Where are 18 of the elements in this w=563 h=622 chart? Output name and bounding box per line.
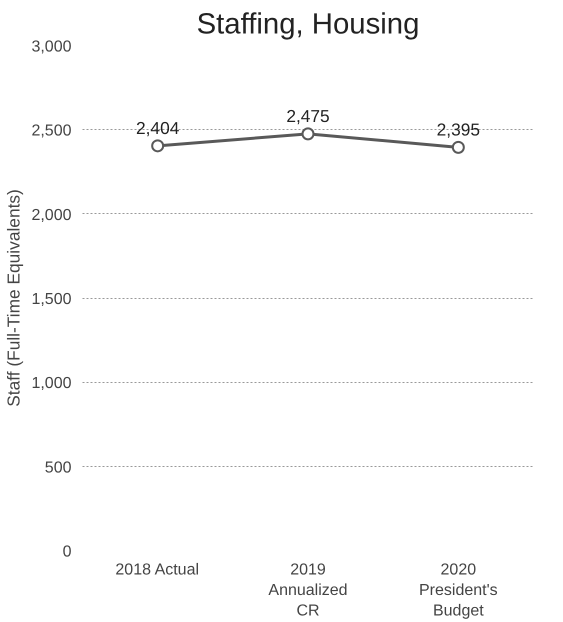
chart-title: Staffing, Housing [196, 8, 420, 40]
y-tick-label: 0 [62, 544, 72, 560]
data-label: 2,404 [136, 118, 180, 138]
y-tick-label: 1,000 [31, 375, 72, 392]
x-tick-label: 2018 Actual [115, 562, 200, 578]
point [302, 127, 314, 140]
x-tick-label: 2020 President's Budget [419, 562, 498, 620]
data-label: 2,395 [436, 119, 480, 140]
y-tick-label: 2,500 [31, 122, 72, 140]
y-tick-label: 3,000 [31, 38, 72, 56]
point [151, 139, 164, 152]
y-tick-label: 1,500 [31, 291, 72, 308]
point [452, 140, 465, 154]
y-axis-title: Staff (Full-Time Equivalents) [3, 189, 24, 407]
y-tick-label: 2,000 [31, 206, 72, 224]
y-tick-label: 500 [44, 459, 72, 476]
data-label: 2,475 [286, 106, 330, 126]
x-tick-label: 2019 Annualized CR [268, 562, 348, 620]
